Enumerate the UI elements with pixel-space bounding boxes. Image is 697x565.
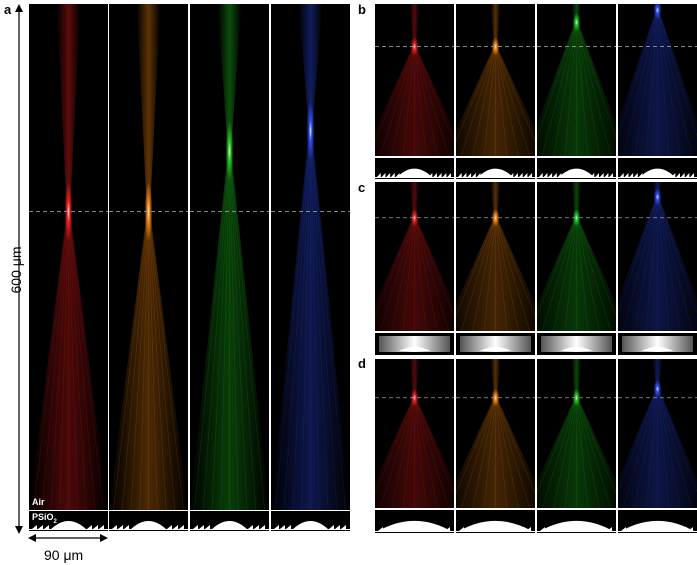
panel-d-orange-beam-image	[456, 359, 535, 508]
panel-a-orange-lens-strip	[109, 511, 188, 531]
vertical-scale-arrow	[15, 4, 23, 534]
horizontal-scale-label: 90 μm	[44, 547, 84, 563]
panel-a-green-beam-image	[190, 4, 269, 510]
panel-c-red-beam-image	[375, 182, 454, 331]
panel-a-green-lens-strip	[190, 511, 269, 531]
horizontal-scale-arrow	[28, 534, 108, 542]
panel-c-green-lens-strip	[537, 333, 616, 355]
panel-a-blue-beam-image	[271, 4, 350, 510]
panel-b-orange-beam-image	[456, 4, 535, 156]
panel-c-blue-lens-strip	[618, 333, 697, 355]
panel-b-blue-beam-image	[618, 4, 697, 156]
vertical-scale-label: 600 μm	[8, 246, 24, 294]
panel-a-red-beam-image	[29, 4, 108, 510]
panel-b-green-beam-image	[537, 4, 616, 156]
panel-b-red-lens-strip	[375, 158, 454, 179]
panel-d-red-lens-strip	[375, 510, 454, 533]
panel-b-blue-lens-strip	[618, 158, 697, 179]
panel-letter-a: a	[4, 2, 12, 17]
panel-a-orange-beam-image	[109, 4, 188, 510]
panel-c-red-lens-strip	[375, 333, 454, 355]
panel-d-green-beam-image	[537, 359, 616, 508]
substrate-label: PSiO2	[32, 512, 57, 525]
air-label: Air	[32, 497, 45, 507]
panel-b-green-lens-strip	[537, 158, 616, 179]
panel-c-orange-lens-strip	[456, 333, 535, 355]
panel-b-orange-lens-strip	[456, 158, 535, 179]
panel-a-red-lens-strip	[29, 511, 108, 531]
panel-d-red-beam-image	[375, 359, 454, 508]
panel-letter-b: b	[358, 2, 366, 17]
panel-c-green-beam-image	[537, 182, 616, 331]
panel-b-red-beam-image	[375, 4, 454, 156]
panel-d-green-lens-strip	[537, 510, 616, 533]
panel-d-blue-beam-image	[618, 359, 697, 508]
panel-d-blue-lens-strip	[618, 510, 697, 533]
panel-a-blue-lens-strip	[271, 511, 350, 531]
panel-c-blue-beam-image	[618, 182, 697, 331]
panel-letter-d: d	[358, 356, 366, 371]
panel-d-orange-lens-strip	[456, 510, 535, 533]
interface-line	[29, 510, 351, 511]
panel-c-orange-beam-image	[456, 182, 535, 331]
panel-letter-c: c	[358, 180, 366, 195]
